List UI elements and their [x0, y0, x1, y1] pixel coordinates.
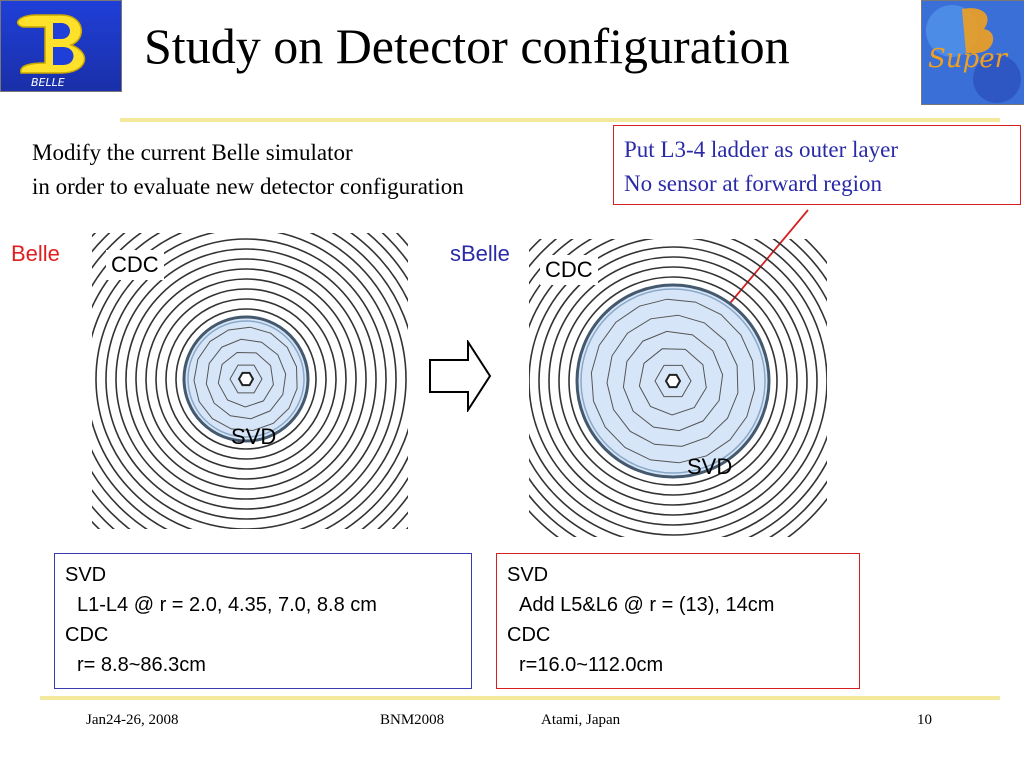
beam-pipe [664, 373, 682, 389]
cdc-ring [175, 308, 317, 450]
cdc-ring [155, 288, 337, 470]
intro-line-1: Modify the current Belle simulator [32, 140, 353, 165]
footer-location: Atami, Japan [541, 712, 621, 728]
super-logo-graphic: Super [922, 1, 1024, 104]
footer-page-number: 10 [917, 712, 932, 728]
sbelle-cdc-heading: CDC [507, 624, 551, 646]
svd-volume-inner-edge [580, 288, 766, 474]
intro-line-2: in order to evaluate new detector config… [32, 174, 464, 199]
cdc-ring [529, 239, 818, 526]
sbelle-parameters-box: SVD Add L5&L6 @ r = (13), 14cm CDC r=16.… [496, 553, 860, 689]
header-divider [120, 118, 1000, 122]
transition-arrow-icon [429, 340, 492, 412]
svd-ladder-layer [193, 326, 298, 432]
footer-divider [40, 696, 1000, 700]
svd-ladder-layer [217, 351, 274, 408]
cdc-ring [538, 246, 808, 516]
callout-line-1: Put L3-4 ladder as outer layer [624, 137, 898, 162]
cdc-ring [145, 278, 347, 480]
sbelle-detector-figure [529, 239, 827, 537]
cdc-ring [558, 266, 788, 496]
belle-svd-layers: L1-L4 @ r = 2.0, 4.35, 7.0, 8.8 cm [77, 594, 377, 616]
belle-label: Belle [11, 241, 60, 266]
callout-line-2: No sensor at forward region [624, 171, 883, 196]
page-title: Study on Detector configuration [144, 18, 790, 74]
footer-date: Jan24-26, 2008 [86, 712, 179, 728]
cdc-ring [135, 268, 357, 490]
cdc-ring [548, 256, 798, 506]
super-belle-logo: Super [921, 0, 1024, 105]
belle-svd-heading: SVD [65, 564, 107, 586]
svd-ladder-layer [654, 364, 692, 398]
belle-parameters-box: SVD L1-L4 @ r = 2.0, 4.35, 7.0, 8.8 cm C… [54, 553, 472, 689]
cdc-ring [125, 258, 367, 500]
belle-cdc-label: CDC [106, 250, 164, 280]
belle-logo: BELLE [0, 0, 122, 92]
cdc-ring [115, 248, 377, 510]
beam-pipe [237, 371, 255, 387]
footer-conference: BNM2008 [380, 712, 445, 728]
svd-ladder-layer [205, 338, 287, 420]
belle-svd-label: SVD [231, 424, 277, 449]
cdc-ring [95, 233, 397, 529]
belle-detector-figure [92, 233, 408, 529]
sbelle-svd-label: SVD [687, 454, 733, 479]
belle-logo-graphic: BELLE [1, 1, 121, 91]
sbelle-label: sBelle [450, 241, 510, 266]
svd-ladder-layer [606, 314, 739, 447]
super-logo-text: Super [928, 44, 1009, 74]
belle-cdc-heading: CDC [65, 624, 109, 646]
intro-text: Modify the current Belle simulator in or… [32, 136, 464, 204]
svd-ladder-layer [229, 364, 263, 394]
cdc-ring [165, 298, 327, 460]
cdc-ring [529, 239, 827, 536]
svd-volume-inner-edge [187, 320, 305, 438]
sbelle-svd-layers: Add L5&L6 @ r = (13), 14cm [519, 594, 775, 616]
belle-logo-text: BELLE [31, 76, 65, 89]
svd-ladder-layer [622, 330, 724, 432]
sbelle-svd-heading: SVD [507, 564, 549, 586]
cdc-ring [568, 276, 778, 486]
cdc-ring [92, 233, 407, 529]
callout-box: Put L3-4 ladder as outer layer No sensor… [613, 125, 1021, 205]
cdc-ring [105, 238, 387, 520]
svd-ladder-layer [590, 298, 756, 464]
sbelle-cdc-radius: r=16.0~112.0cm [519, 654, 664, 676]
svd-ladder-layer [638, 348, 707, 416]
belle-cdc-radius: r= 8.8~86.3cm [77, 654, 206, 676]
sbelle-cdc-label: CDC [540, 255, 598, 285]
